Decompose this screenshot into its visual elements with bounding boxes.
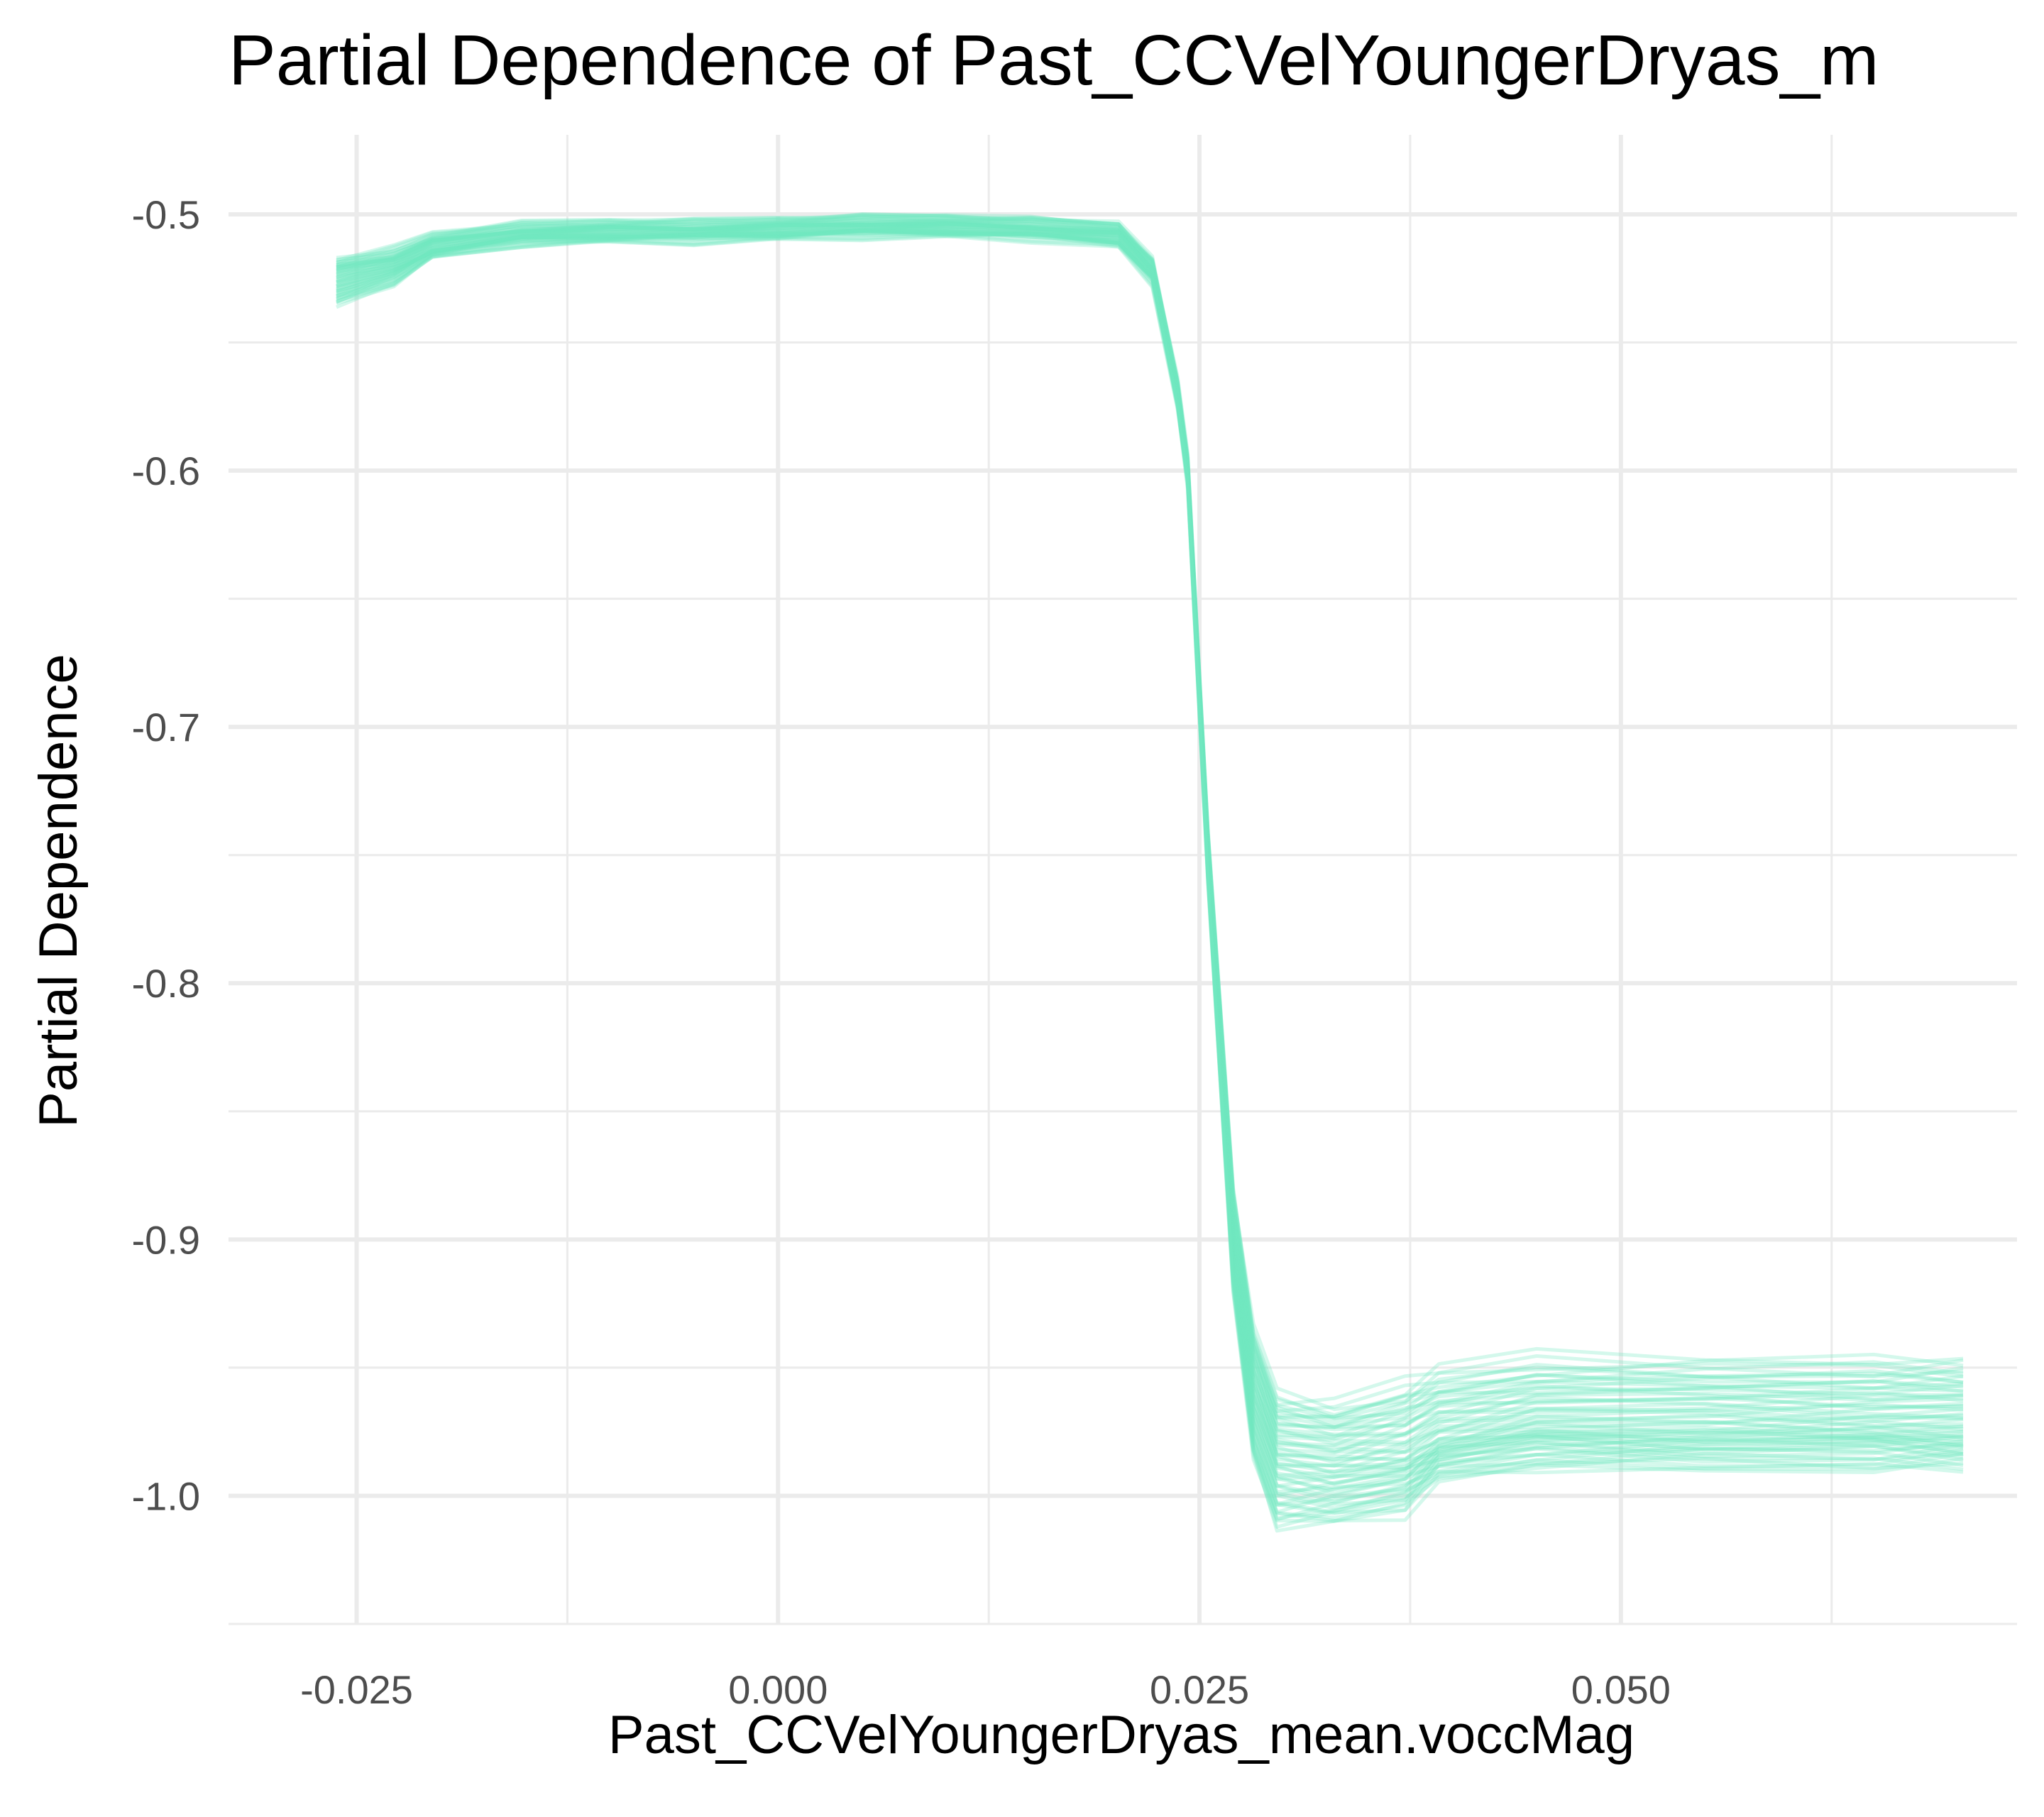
major-gridlines [229,135,2017,1624]
ice-curve-line [336,221,1964,1473]
ice-curve-line [336,226,1964,1468]
ice-curve-line [336,229,1964,1506]
ice-curve-line [336,216,1964,1420]
ice-curve-line [336,221,1964,1468]
ice-curve-line [336,229,1964,1488]
ice-curve-line [336,224,1964,1486]
ice-curve-line [336,229,1964,1533]
minor-gridlines [229,135,2017,1625]
ice-curve-line [336,215,1964,1417]
ice-curve-line [336,228,1964,1522]
ice-curve-line [336,221,1964,1447]
ice-curve-line [336,216,1964,1424]
y-tick-label: -0.6 [132,449,201,493]
ice-curve-line [336,228,1964,1504]
ice-curve-line [335,231,1964,1523]
ice-curve-line [336,231,1964,1520]
y-tick-label: -0.8 [132,961,201,1006]
ice-curve-line [336,213,1964,1419]
ice-curve-line [336,212,1964,1413]
ice-curve-line [336,218,1964,1432]
y-tick-label: -0.9 [132,1217,201,1262]
ice-curve-line [336,219,1964,1437]
ice-curve-line [336,225,1964,1508]
ice-curve-line [336,218,1964,1439]
ice-curve-line [336,226,1964,1495]
ice-curve-line [336,217,1964,1453]
y-tick-label: -0.7 [132,705,201,750]
x-tick-label: 0.000 [728,1667,828,1712]
x-tick-label: 0.050 [1571,1667,1671,1712]
ice-curve-line [336,216,1964,1421]
ice-curve-line [336,217,1964,1438]
ice-curve-line [336,221,1964,1461]
ice-curve-line [336,224,1964,1492]
ice-curve-line [336,219,1964,1464]
ice-curve-line [336,229,1964,1514]
ice-curve-line [336,219,1964,1447]
x-tick-label: -0.025 [300,1667,413,1712]
ice-curve-line [336,222,1964,1486]
ice-curve-line [336,215,1964,1441]
ice-curve-line [336,213,1964,1412]
ice-curves [335,212,1964,1533]
ice-curve-line [336,227,1964,1520]
x-tick-label: 0.025 [1150,1667,1249,1712]
ice-curve-line [336,221,1964,1476]
x-axis-ticks: -0.025 0.000 0.025 0.050 [300,1667,1671,1712]
ice-curve-line [336,216,1964,1429]
ice-curve-line [336,222,1964,1471]
ice-curve-line [336,216,1964,1429]
ice-curve-line [336,221,1964,1479]
ice-curve-line [336,223,1964,1481]
y-tick-label: -1.0 [132,1473,201,1518]
ice-curve-line [336,213,1964,1420]
ice-curve-line [336,227,1964,1506]
ice-curve-line [336,229,1964,1498]
ice-curve-line [336,229,1964,1515]
ice-curve-line [336,221,1964,1444]
ice-curve-line [336,224,1964,1494]
x-axis-title: Past_CCVelYoungerDryas_mean.voccMag [608,1705,1634,1765]
ice-curve-line [336,221,1964,1454]
ice-curve-line [336,216,1964,1427]
chart-title: Partial Dependence of Past_CCVelYoungerD… [229,21,1879,100]
ice-curve-line [336,228,1964,1529]
ice-curve-line [336,221,1964,1455]
ice-curve-line [336,228,1964,1478]
y-axis-title: Partial Dependence [28,654,89,1128]
ice-curve-line [336,222,1964,1454]
ice-curve-line [336,225,1964,1499]
ice-curve-line [336,231,1964,1515]
ice-curve-line [336,231,1964,1522]
ice-curve-line [336,212,1964,1407]
ice-curve-line [336,222,1964,1463]
y-tick-label: -0.5 [132,192,201,237]
ice-curve-line [336,230,1964,1510]
ice-curve-line [336,214,1964,1429]
y-axis-ticks: -0.5 -0.6 -0.7 -0.8 -0.9 -1.0 [132,192,201,1519]
ice-curve-line [336,223,1964,1461]
